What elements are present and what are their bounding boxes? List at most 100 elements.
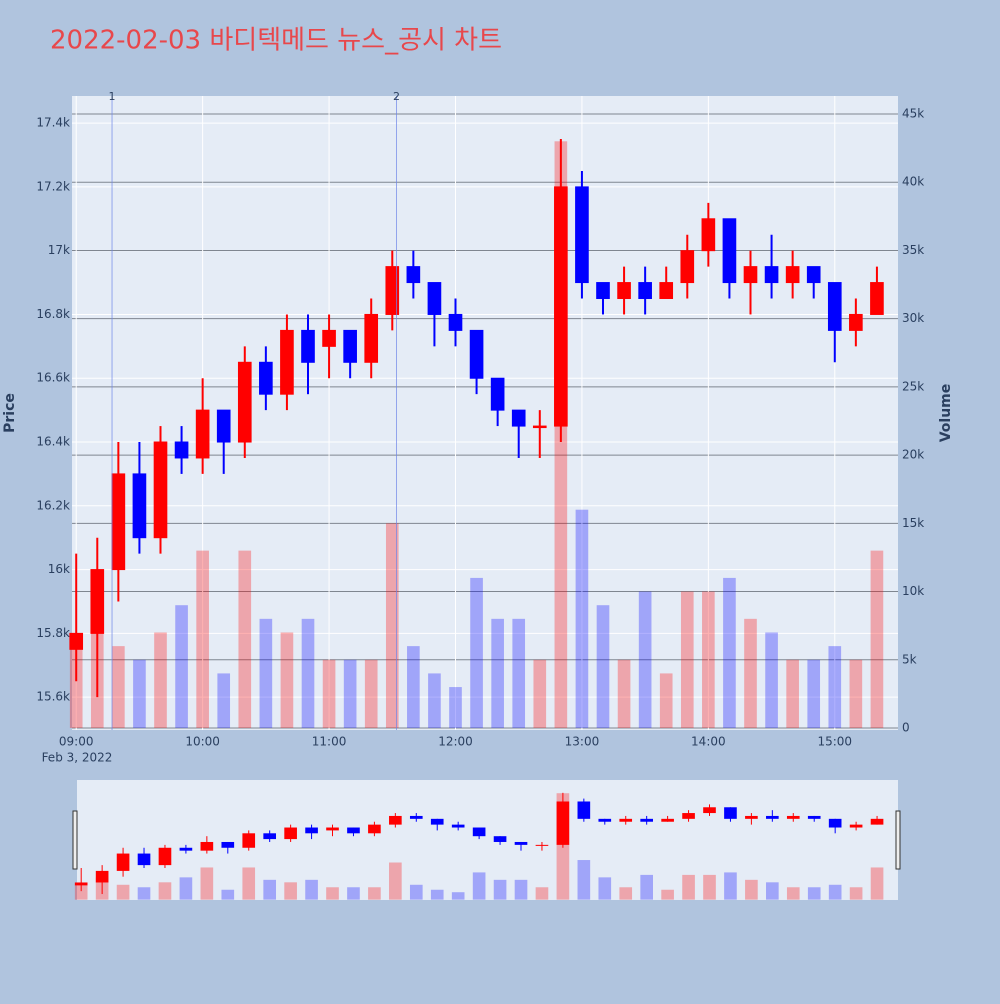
slider-handle[interactable] [895, 810, 901, 870]
slider-candle-body [472, 827, 486, 837]
volume-bar [449, 687, 462, 728]
volume-bar [512, 618, 526, 728]
slider-volume-bar [493, 879, 507, 900]
y2-tick-label: 45k [902, 107, 924, 121]
slider-volume-bar [661, 889, 674, 900]
slider-candle-body [870, 818, 884, 825]
slider-volume-bar [158, 882, 172, 900]
candle-body [511, 409, 526, 427]
candle-body [343, 329, 357, 363]
slider-candle-body [74, 882, 88, 886]
slider-volume-bar [326, 887, 339, 900]
candle-body [237, 361, 252, 443]
volume-bar [596, 605, 610, 728]
slider-volume-bar [305, 879, 318, 900]
slider-candle-body [807, 815, 821, 819]
candle-body [385, 266, 400, 315]
x-tick-label: 15:00 [817, 735, 852, 749]
slider-volume-bar [242, 867, 256, 900]
annotation-label: 2 [393, 90, 400, 103]
slider-candle-body [347, 827, 360, 834]
volume-bar [407, 646, 420, 728]
slider-volume-bar [389, 862, 402, 900]
slider-candle-body [514, 841, 528, 845]
candle-body [701, 218, 716, 252]
volume-bar [69, 646, 83, 728]
y-axis-label: Price [2, 393, 18, 433]
range-slider[interactable] [77, 780, 898, 900]
volume-bar [744, 618, 757, 728]
slider-volume-bar [703, 874, 716, 900]
candle-body [743, 266, 758, 284]
y2-tick-label: 20k [902, 448, 924, 462]
volume-bar [175, 605, 188, 728]
volume-bar [238, 550, 252, 728]
slider-volume-bar [828, 884, 842, 900]
candle-body [722, 218, 737, 284]
slider-volume-bar [472, 872, 486, 900]
candle-body [174, 441, 189, 459]
slider-volume-bar [451, 892, 465, 900]
slider-volume-bar [724, 872, 737, 900]
slider-candle-body [326, 827, 339, 831]
y-tick-label: 16.6k [36, 371, 70, 385]
candle-body [849, 313, 863, 331]
y2-tick-label: 0 [902, 720, 910, 734]
slider-candle-body [242, 833, 256, 848]
slider-volume-bar [221, 889, 235, 900]
candle-body [870, 282, 884, 315]
candle-body [280, 329, 294, 395]
candle-body [764, 266, 779, 284]
slider-volume-bar [74, 884, 88, 900]
volume-bar [575, 509, 589, 728]
candle-body [680, 250, 695, 284]
volume-bar [196, 550, 209, 728]
candle-body [617, 282, 631, 300]
candle-body [406, 266, 421, 284]
chart-title: 2022-02-03 바디텍메드 뉴스_공시 차트 [50, 26, 502, 56]
slider-volume-bar [577, 860, 591, 900]
volume-bar [343, 659, 357, 728]
slider-candle-body [221, 841, 235, 848]
y-tick-label: 16.4k [36, 435, 70, 449]
slider-volume-bar [514, 879, 528, 900]
candle-body [427, 282, 442, 315]
volume-bar [470, 577, 483, 728]
x-tick-label: 12:00 [438, 735, 473, 749]
slider-candle-body [598, 818, 612, 822]
slider-candle-body [724, 807, 737, 819]
volume-bar [301, 618, 315, 728]
y2-tick-label: 10k [902, 584, 924, 598]
slider-candle-body [745, 815, 758, 819]
slider-candle-body [682, 813, 695, 819]
slider-candle-body [828, 818, 842, 828]
x-tick-label: 10:00 [185, 735, 220, 749]
volume-bar [765, 632, 778, 728]
y-tick-label: 15.6k [36, 690, 70, 704]
x-tick-label: 11:00 [312, 735, 347, 749]
candle-body [132, 473, 147, 539]
volume-bar [849, 659, 863, 728]
volume-bar [828, 646, 842, 728]
slider-volume-bar [766, 882, 779, 900]
y2-tick-label: 5k [902, 652, 917, 666]
slider-candle-body [305, 827, 318, 834]
slider-volume-bar [745, 879, 758, 900]
y2-tick-label: 40k [902, 175, 924, 189]
volume-bar [786, 659, 799, 728]
slider-candle-body [389, 815, 402, 825]
candle-body [638, 282, 652, 300]
volume-bar [385, 523, 399, 728]
slider-handle[interactable] [72, 810, 78, 870]
slider-candle-body [640, 818, 653, 822]
candle-body [111, 473, 126, 571]
slider-volume-bar [430, 889, 444, 900]
slider-volume-bar [535, 887, 549, 900]
slider-candle-body [368, 824, 381, 834]
y-tick-label: 16.8k [36, 307, 70, 321]
x-tick-label: 14:00 [691, 735, 726, 749]
slider-volume-bar [284, 882, 297, 900]
slider-volume-bar [619, 887, 633, 900]
slider-candle-body [409, 815, 423, 819]
y-tick-label: 16.2k [36, 498, 70, 512]
